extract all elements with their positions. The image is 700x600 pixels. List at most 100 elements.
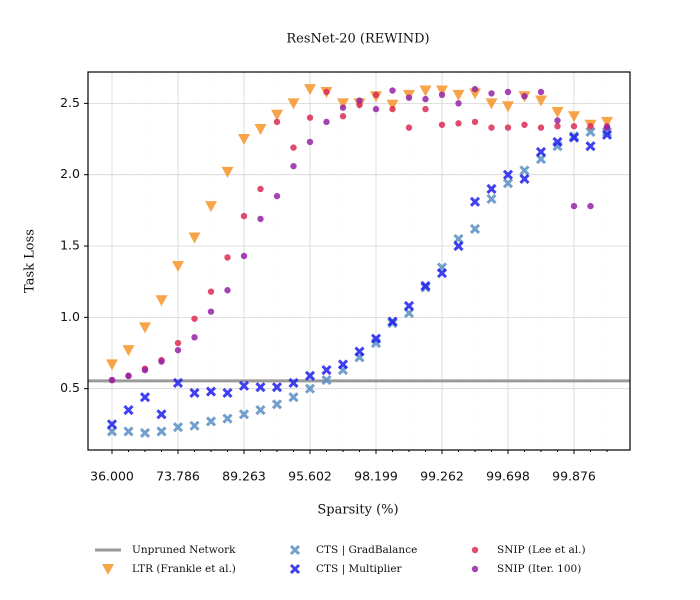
x-marker <box>172 377 184 389</box>
x-marker <box>552 136 563 147</box>
x-marker <box>106 419 118 430</box>
x-marker <box>469 196 481 207</box>
dot-marker <box>422 105 429 113</box>
dot-marker <box>504 124 512 131</box>
dot-marker <box>224 287 231 294</box>
x-marker <box>519 165 530 176</box>
legend-label: CTS | Multiplier <box>316 563 403 576</box>
dot-marker <box>554 123 561 130</box>
triangle-marker <box>254 124 267 136</box>
dot-marker <box>455 120 462 127</box>
dot-marker <box>438 121 446 128</box>
x-marker <box>271 382 283 393</box>
x-marker <box>222 387 233 399</box>
legend-label: Unpruned Network <box>132 544 236 556</box>
triangle-marker <box>568 111 580 123</box>
legend-swatch <box>471 546 479 554</box>
triangle-marker <box>551 106 564 118</box>
x-tick-label: 89.263 <box>222 469 266 484</box>
dot-marker <box>306 114 314 121</box>
x-tick-label: 99.698 <box>486 469 530 484</box>
x-marker <box>535 146 547 157</box>
dot-marker <box>339 113 347 120</box>
triangle-marker <box>106 359 118 371</box>
triangle-marker <box>419 85 432 97</box>
dot-marker <box>372 91 380 99</box>
legend-swatch <box>289 544 301 556</box>
dot-marker <box>323 118 330 126</box>
x-marker <box>156 426 167 437</box>
x-marker <box>585 126 596 137</box>
plot-frame <box>87 71 631 451</box>
dot-marker <box>570 123 578 130</box>
dot-marker <box>405 124 413 131</box>
x-marker <box>502 169 514 180</box>
legend-swatch <box>471 565 479 573</box>
x-marker <box>486 183 497 195</box>
dot-marker <box>108 376 116 384</box>
x-marker <box>222 413 233 424</box>
x-marker <box>255 404 266 416</box>
y-tick-label: 0.5 <box>60 380 80 395</box>
dot-marker <box>290 144 297 151</box>
dot-marker <box>273 118 281 126</box>
x-marker <box>304 370 316 381</box>
legend-label: LTR (Frankle et al.) <box>132 563 236 575</box>
x-marker <box>123 426 134 437</box>
dot-marker <box>389 105 396 113</box>
dot-marker <box>521 121 528 128</box>
y-tick-label: 1.5 <box>60 238 80 253</box>
x-marker <box>123 404 134 416</box>
x-marker <box>370 333 382 344</box>
dot-marker <box>290 162 297 170</box>
x-marker <box>288 377 299 389</box>
x-tick-label: 99.262 <box>420 469 464 484</box>
triangle-marker <box>304 84 316 96</box>
triangle-marker <box>469 88 481 100</box>
x-marker <box>304 383 316 394</box>
dot-marker <box>224 254 231 261</box>
triangle-marker <box>452 89 465 101</box>
triangle-marker <box>139 322 151 334</box>
dot-marker <box>158 358 165 365</box>
dot-marker <box>257 185 264 193</box>
dot-marker <box>389 87 396 94</box>
x-marker <box>453 240 464 252</box>
dot-marker <box>207 288 215 295</box>
dot-marker <box>488 90 495 97</box>
chart-title: ResNet-20 (REWIND) <box>286 32 429 47</box>
x-marker <box>486 193 497 205</box>
triangle-marker <box>172 260 184 272</box>
x-axis-label: Sparsity (%) <box>317 503 398 518</box>
dot-marker <box>488 124 495 131</box>
triangle-marker <box>386 99 399 111</box>
dot-marker <box>537 88 545 96</box>
triangle-marker <box>601 116 613 128</box>
x-marker <box>172 422 184 433</box>
dot-marker <box>257 215 264 223</box>
legend-swatch <box>102 564 114 575</box>
y-axis-label: Task Loss <box>23 229 38 293</box>
triangle-marker <box>205 201 217 213</box>
y-tick-label: 1.0 <box>60 309 80 324</box>
triangle-marker <box>155 295 168 307</box>
x-marker <box>519 173 530 185</box>
dot-marker <box>141 366 149 374</box>
dot-marker <box>504 88 512 96</box>
x-marker <box>288 392 299 403</box>
triangle-marker <box>337 98 349 110</box>
y-tick-label: 2.0 <box>60 166 80 181</box>
dot-marker <box>587 202 594 210</box>
triangle-marker <box>188 232 201 244</box>
triangle-marker <box>271 109 283 121</box>
dot-marker <box>455 100 462 107</box>
x-marker <box>139 427 151 438</box>
dot-marker <box>306 138 314 146</box>
legend-swatch <box>289 563 301 575</box>
dot-marker <box>174 346 182 354</box>
dot-marker <box>570 202 578 210</box>
legend-label: CTS | GradBalance <box>316 544 417 557</box>
x-marker <box>420 280 431 292</box>
x-marker <box>601 129 613 140</box>
